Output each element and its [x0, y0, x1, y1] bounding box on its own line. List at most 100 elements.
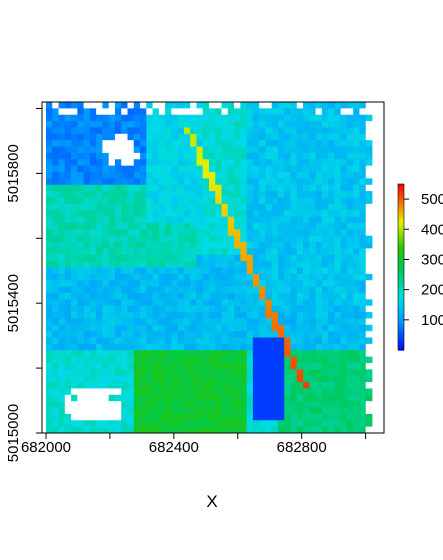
raster-cell: [71, 362, 78, 370]
raster-cell: [334, 356, 342, 364]
raster-cell: [83, 337, 91, 345]
legend-swatch: [398, 250, 404, 254]
raster-cell: [177, 388, 185, 396]
raster-cell: [171, 350, 179, 358]
raster-cell: [290, 312, 298, 319]
raster-cell: [359, 350, 367, 358]
raster-cell: [96, 127, 103, 135]
raster-cell: [252, 305, 260, 313]
raster-cell: [177, 286, 185, 294]
raster-cell: [202, 337, 210, 345]
raster-cell: [46, 420, 53, 428]
raster-cell: [114, 152, 122, 160]
raster-cell: [246, 305, 254, 313]
raster-cell: [165, 356, 172, 364]
raster-cell: [284, 407, 291, 415]
raster-cell: [309, 356, 316, 364]
raster-cell: [309, 140, 316, 147]
raster-cell: [252, 312, 260, 319]
raster-cell: [83, 146, 91, 154]
raster-cell: [177, 382, 185, 389]
raster-cell: [133, 312, 141, 319]
raster-cell: [152, 375, 160, 383]
raster-cell: [158, 382, 166, 389]
raster-cell: [240, 146, 248, 154]
raster-cell: [71, 337, 78, 345]
raster-cell: [234, 197, 241, 205]
raster-cell: [46, 172, 53, 179]
raster-cell: [158, 191, 166, 198]
raster-cell: [152, 172, 160, 179]
raster-cell: [202, 242, 210, 249]
raster-cell: [296, 362, 304, 370]
raster-cell: [64, 350, 72, 358]
raster-cell: [127, 343, 135, 351]
raster-cell: [284, 133, 291, 141]
raster-cell: [121, 388, 128, 396]
raster-cell: [102, 165, 110, 173]
raster-cell: [240, 312, 248, 319]
raster-cell: [321, 248, 329, 256]
raster-cell: [259, 165, 266, 173]
raster-cell: [114, 356, 122, 364]
raster-cell: [209, 280, 216, 287]
raster-cell: [52, 242, 59, 249]
raster-cell: [321, 216, 329, 224]
raster-cell: [102, 299, 110, 307]
raster-cell: [315, 178, 323, 186]
raster-cell: [309, 267, 316, 275]
raster-cell: [108, 407, 116, 415]
raster-cell: [183, 394, 191, 402]
raster-cell: [346, 121, 354, 128]
raster-cell: [227, 375, 235, 383]
raster-cell: [121, 362, 128, 370]
raster-cell: [146, 172, 153, 179]
raster-cell: [334, 369, 342, 377]
raster-cell: [359, 165, 367, 173]
raster-cell: [140, 242, 147, 249]
raster-cell: [221, 375, 229, 383]
raster-cell: [146, 401, 153, 408]
raster-cell: [346, 312, 354, 319]
raster-cell: [365, 337, 373, 345]
raster-cell: [102, 305, 110, 313]
raster-cell: [177, 172, 185, 179]
raster-cell: [146, 248, 153, 256]
raster-cell: [196, 210, 204, 217]
raster-cell: [108, 426, 116, 434]
raster-cell: [296, 388, 304, 396]
raster-cell: [259, 254, 266, 262]
raster-cell: [296, 350, 304, 358]
raster-cell: [58, 235, 66, 243]
raster-cell: [133, 420, 141, 428]
legend-swatch: [398, 206, 404, 210]
raster-cell: [271, 242, 279, 249]
raster-cell: [158, 401, 166, 408]
raster-cell: [321, 305, 329, 313]
raster-cell: [353, 299, 360, 307]
raster-cell: [227, 343, 235, 351]
raster-cell: [234, 369, 241, 377]
raster-cell: [71, 343, 78, 351]
raster-cell: [183, 280, 191, 287]
raster-cell: [353, 197, 360, 205]
raster-cell: [146, 369, 153, 377]
raster-cell: [252, 108, 260, 116]
raster-cell: [46, 254, 53, 262]
raster-cell: [89, 127, 97, 135]
raster-cell: [234, 203, 241, 211]
raster-cell: [271, 382, 279, 389]
raster-cell: [309, 273, 316, 281]
raster-cell: [346, 369, 354, 377]
raster-cell: [96, 114, 103, 122]
raster-cell: [359, 159, 367, 167]
raster-cell: [265, 191, 273, 198]
raster-cell: [96, 152, 103, 160]
raster-cell: [284, 267, 291, 275]
raster-cell: [259, 280, 266, 287]
legend-swatch: [398, 195, 404, 199]
raster-cell: [321, 191, 329, 198]
raster-cell: [321, 292, 329, 300]
raster-cell: [52, 140, 59, 147]
raster-cell: [83, 242, 91, 249]
